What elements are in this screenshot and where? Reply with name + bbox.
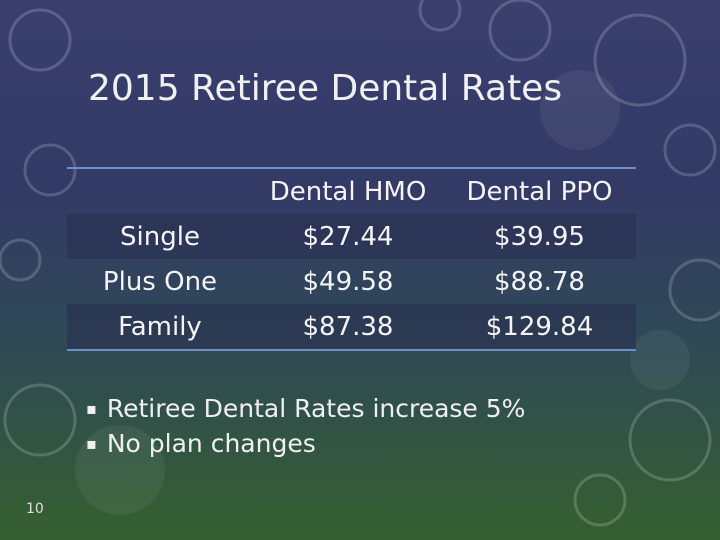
table-cell: $129.84 (443, 304, 636, 350)
table-cell: $49.58 (302, 266, 394, 297)
table-cell: $39.95 (443, 214, 636, 259)
table-cell: Family (67, 304, 253, 350)
bullet-list: Retiree Dental Rates increase 5%No plan … (86, 394, 526, 464)
table-cell: $88.78 (494, 266, 585, 297)
table-row: Single $27.44 $39.95 (67, 214, 636, 259)
rates-table: Dental HMO Dental PPO Single $27.44 $39.95… (67, 167, 636, 351)
table-row: Family $87.38 $129.84 (67, 304, 636, 350)
table-cell: $87.38 (253, 304, 443, 350)
page-number: 10 (26, 501, 44, 517)
title: 2015 Retiree Dental Rates (88, 68, 563, 109)
header-row: Dental HMO Dental PPO (67, 168, 636, 214)
header-cell (67, 168, 253, 214)
header-cell: Dental HMO (269, 176, 427, 207)
table-cell: Single (67, 214, 253, 259)
bullet: Retiree Dental Rates increase 5% (86, 394, 526, 429)
table-cell: Plus One (102, 266, 218, 297)
table-row: Plus One $49.58 $88.78 (67, 259, 636, 304)
table-cell: $27.44 (253, 214, 443, 259)
header-cell: Dental PPO (466, 176, 613, 207)
bullet: No plan changes (86, 429, 525, 464)
